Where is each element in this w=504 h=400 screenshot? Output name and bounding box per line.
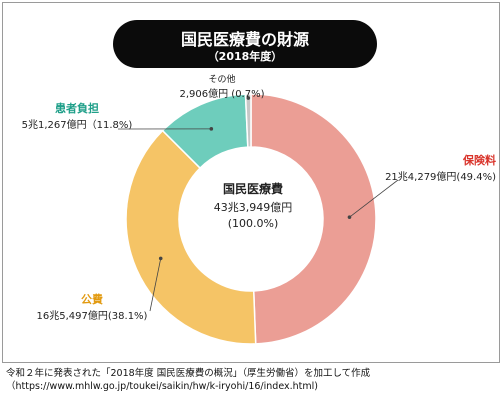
leader-kanja-dot [209, 127, 214, 131]
leader-kouhi-dot [158, 256, 163, 261]
label-hoken: 保険料 21兆4,279億円(49.4%) [372, 152, 496, 183]
label-hoken-value: 21兆4,279億円(49.4%) [385, 172, 496, 183]
label-hoken-name: 保険料 [463, 154, 496, 167]
label-sonota-value: 2,906億円 (0.7%) [179, 89, 265, 100]
slice-hoken [250, 93, 377, 345]
label-kouhi-value: 16兆5,497億円(38.1%) [36, 311, 148, 322]
label-sonota-name: その他 [208, 75, 236, 85]
source-note: 令和２年に発表された「2018年度 国民医療費の概況」（厚生労働省）を加工して作… [6, 367, 370, 393]
chart-title: 国民医療費の財源 [180, 30, 309, 49]
label-kanja: 患者負担 5兆1,267億円（11.8%) [18, 100, 136, 131]
leader-sonota-dot [246, 96, 251, 100]
label-sonota: その他 2,906億円 (0.7%) [166, 72, 278, 100]
label-kouhi-name: 公費 [81, 293, 103, 306]
center-name: 国民医療費 [222, 182, 283, 196]
label-kanja-value: 5兆1,267億円（11.8%) [21, 120, 133, 131]
title-banner: 国民医療費の財源 （2018年度） [113, 20, 377, 68]
center-label: 国民医療費 43兆3,949億円 (100.0%) [203, 180, 303, 230]
chart-subtitle: （2018年度） [207, 50, 283, 63]
source-line-1: 令和２年に発表された「2018年度 国民医療費の概況」（厚生労働省）を加工して作… [6, 368, 371, 379]
label-kouhi: 公費 16兆5,497億円(38.1%) [22, 291, 162, 322]
leader-kouhi [149, 258, 162, 312]
center-amount: 43兆3,949億円 [213, 201, 293, 214]
center-percent: (100.0%) [227, 217, 279, 230]
label-kanja-name: 患者負担 [55, 102, 99, 115]
leader-hoken [349, 179, 399, 218]
leader-hoken-dot [347, 215, 352, 219]
source-line-2: （https://www.mhlw.go.jp/toukei/saikin/hw… [6, 381, 318, 392]
slice-sonota [244, 93, 252, 148]
slice-kouhi [125, 129, 257, 345]
